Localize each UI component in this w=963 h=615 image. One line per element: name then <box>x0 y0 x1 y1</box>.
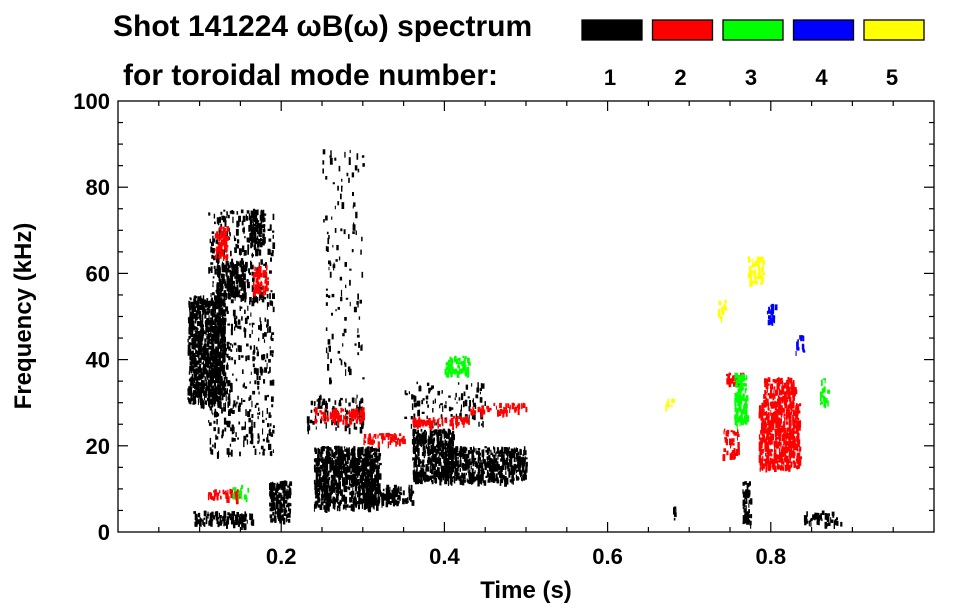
legend-swatch-4 <box>792 19 855 41</box>
mode-2-region-10 <box>722 428 740 461</box>
y-tick-label: 60 <box>86 261 110 286</box>
mode-1-region-12 <box>322 149 365 385</box>
mode-4-series <box>766 303 806 356</box>
mode-5-region-0 <box>747 256 766 288</box>
mode-1-series <box>187 149 843 531</box>
mode-1-region-9 <box>444 446 528 487</box>
mode-2-region-8 <box>763 377 798 409</box>
mode-5-series <box>665 256 766 412</box>
legend-label-3: 3 <box>745 65 757 90</box>
y-tick-label: 80 <box>86 175 110 200</box>
mode-1-region-8 <box>411 428 455 486</box>
mode-1-region-4 <box>193 510 255 531</box>
mode-2-region-4 <box>363 432 406 449</box>
mode-3-region-1 <box>734 372 750 430</box>
mode-2-region-1 <box>252 264 269 297</box>
x-tick-label: 0.2 <box>266 544 297 569</box>
mode-1-region-15 <box>803 510 843 529</box>
mode-3-region-2 <box>819 378 831 409</box>
legend-label-1: 1 <box>604 65 616 90</box>
mode-3-region-0 <box>444 355 471 378</box>
x-tick-label: 0.6 <box>592 544 623 569</box>
mode-4-region-1 <box>795 335 806 356</box>
mode-1-region-5 <box>269 480 293 525</box>
mode-1-region-14 <box>673 506 677 521</box>
y-axis-label: Frequency (kHz) <box>10 223 37 410</box>
axis-ticks: 0.2 0.4 0.6 0.8 0 20 40 60 80 100 <box>73 89 934 569</box>
legend-label-5: 5 <box>886 65 898 90</box>
legend-swatch-3 <box>722 19 784 41</box>
legend-swatch-1 <box>581 19 643 41</box>
y-tick-label: 20 <box>86 434 110 459</box>
mode-2-region-0 <box>214 226 230 261</box>
x-axis-label: Time (s) <box>480 577 572 604</box>
legend-label-2: 2 <box>674 65 686 90</box>
mode-3-region-3 <box>232 484 250 503</box>
mode-5-region-1 <box>665 398 675 412</box>
mode-5-region-2 <box>717 299 728 323</box>
mode-2-region-2 <box>207 488 242 505</box>
mode-2-region-9 <box>758 402 802 473</box>
mode-2-region-6 <box>470 402 528 418</box>
mode-3-series <box>232 355 831 503</box>
mode-2-series <box>207 226 802 505</box>
mode-1-region-13 <box>742 481 753 529</box>
chart-title-line1: Shot 141224 ωB(ω) spectrum <box>113 10 532 43</box>
y-tick-label: 40 <box>86 348 110 373</box>
x-tick-label: 0.8 <box>756 544 787 569</box>
y-tick-label: 0 <box>98 520 110 545</box>
mode-1-region-11 <box>306 394 365 435</box>
chart-title-line2: for toroidal mode number: <box>123 59 498 92</box>
mode-1-region-0 <box>187 295 227 410</box>
x-tick-label: 0.4 <box>429 544 460 569</box>
mode-1-region-3 <box>208 208 276 459</box>
mode-2-region-3 <box>314 407 365 427</box>
mode-1-region-7 <box>362 484 415 508</box>
legend-swatch-5 <box>863 19 925 41</box>
mode-4-region-0 <box>766 303 778 326</box>
legend-label-4: 4 <box>815 65 828 90</box>
y-tick-label: 100 <box>73 89 110 114</box>
mode-2-region-5 <box>412 415 470 431</box>
legend: 1 2 3 4 5 <box>581 19 925 90</box>
spectrogram-data <box>187 149 843 531</box>
legend-swatch-2 <box>651 19 714 41</box>
